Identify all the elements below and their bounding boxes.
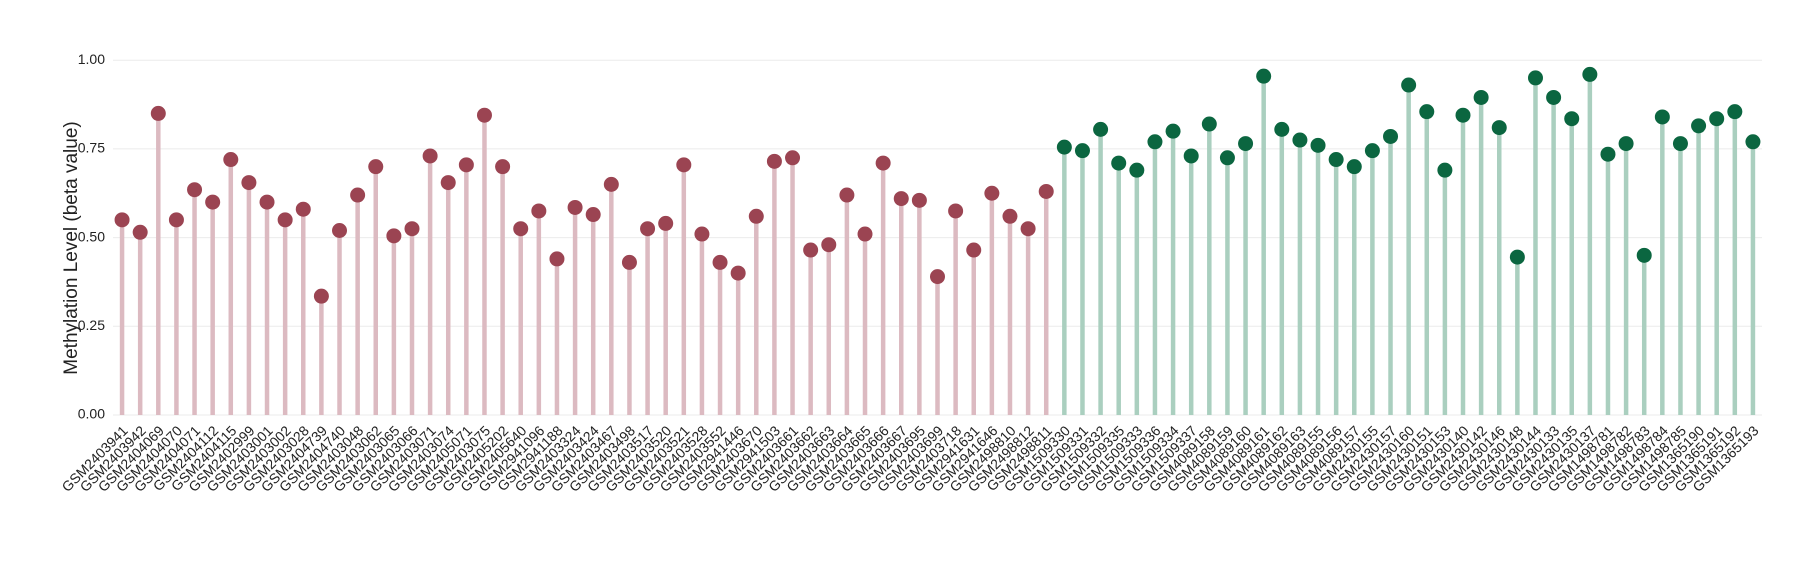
dot [1328, 152, 1344, 168]
y-tick-label: 0.50 [78, 228, 105, 244]
dot [223, 152, 239, 168]
dot [1364, 143, 1380, 159]
dot [368, 159, 384, 175]
dot [386, 228, 402, 244]
dot [1201, 116, 1217, 132]
dot [1564, 111, 1580, 127]
dot [966, 242, 982, 258]
dot [567, 199, 583, 215]
dot [1401, 77, 1417, 93]
dot [857, 226, 873, 242]
dot [313, 288, 329, 304]
dot [277, 212, 293, 228]
dot [1727, 104, 1743, 120]
dot [1002, 208, 1018, 224]
dot [295, 201, 311, 217]
dot [187, 182, 203, 198]
dot [1093, 121, 1109, 137]
dot [1582, 66, 1598, 82]
dot [1636, 247, 1652, 263]
dot [1111, 155, 1127, 171]
dot [803, 242, 819, 258]
dot [676, 157, 692, 173]
dot [1546, 89, 1562, 105]
dot [640, 221, 656, 237]
dot [585, 207, 601, 223]
dot [513, 221, 529, 237]
dot [549, 251, 565, 267]
dot [1219, 150, 1235, 166]
dot [1310, 137, 1326, 153]
dot [1020, 221, 1036, 237]
dot [948, 203, 964, 219]
dot [422, 148, 438, 164]
dot [332, 223, 348, 238]
y-tick-label: 0.75 [78, 140, 105, 156]
dot [1491, 120, 1507, 136]
dot [132, 224, 148, 240]
dot [205, 194, 221, 210]
dot [1038, 183, 1054, 199]
dot [748, 208, 764, 224]
dot [1618, 136, 1634, 152]
dot [1745, 134, 1761, 150]
dot [1473, 89, 1489, 105]
dot [1527, 70, 1543, 86]
dot [911, 192, 927, 208]
dot [893, 191, 909, 207]
y-tick-label: 0.00 [78, 406, 105, 422]
dot [730, 265, 746, 281]
dot [1691, 118, 1707, 134]
dot [1709, 111, 1725, 127]
dot [1346, 159, 1362, 175]
y-axis-title: Methylation Level (beta value) [61, 121, 82, 374]
dot [712, 254, 728, 270]
dot [114, 212, 130, 228]
dot [1383, 128, 1399, 144]
dot [694, 226, 710, 242]
dot [168, 212, 184, 228]
dot [930, 269, 945, 285]
dot [476, 107, 492, 123]
dot [1274, 121, 1290, 137]
dot [350, 187, 366, 203]
dot [241, 175, 257, 191]
dot [259, 194, 275, 210]
dot [150, 105, 166, 121]
dot [1256, 68, 1272, 84]
dot [1437, 162, 1453, 178]
dot [1183, 148, 1199, 164]
dot [1074, 143, 1090, 159]
dot [603, 176, 619, 192]
dot [1600, 146, 1616, 162]
dot [1455, 107, 1471, 123]
dot [821, 237, 837, 253]
dot [1056, 139, 1072, 155]
dot [531, 203, 547, 219]
dot [404, 221, 420, 237]
y-tick-label: 0.25 [78, 317, 105, 333]
dot [766, 153, 782, 169]
dot [1165, 123, 1181, 139]
dot [984, 185, 1000, 201]
dot [621, 254, 637, 270]
dot [1238, 136, 1254, 152]
dot [658, 215, 674, 231]
y-tick-label: 1.00 [78, 51, 105, 67]
dot [785, 150, 801, 166]
dot [839, 187, 855, 203]
dot [1419, 104, 1435, 120]
dot [1147, 134, 1163, 150]
dot [495, 159, 511, 175]
dot [1129, 162, 1145, 178]
dot [458, 157, 474, 173]
dot [1654, 109, 1670, 125]
dot [1672, 136, 1688, 152]
dot [440, 175, 456, 191]
dot [875, 155, 891, 171]
dot [1509, 249, 1525, 265]
dot [1292, 132, 1308, 148]
